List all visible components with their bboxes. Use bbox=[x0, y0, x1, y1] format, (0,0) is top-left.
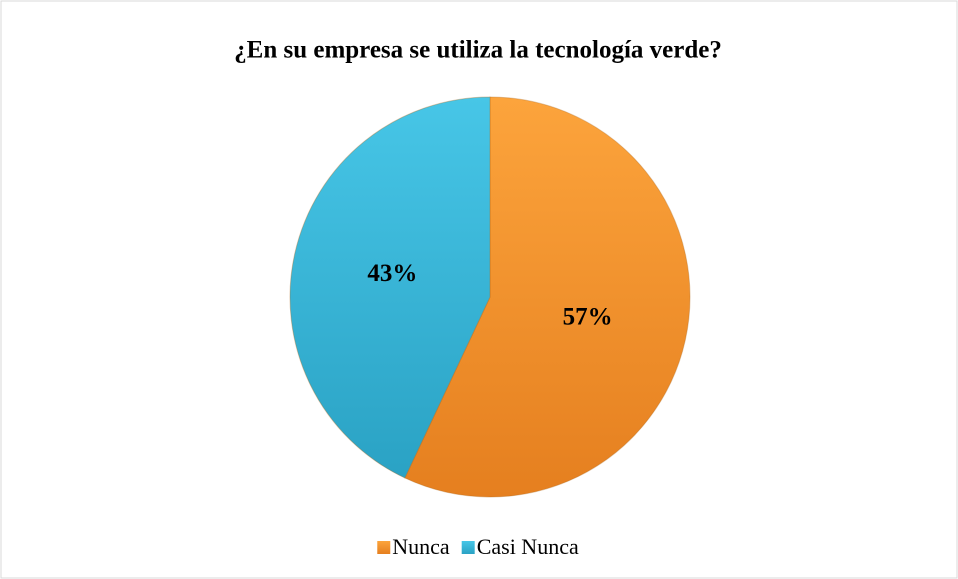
legend-swatch bbox=[461, 541, 475, 554]
pie-slice bbox=[404, 96, 691, 498]
pie-slice bbox=[289, 96, 491, 479]
legend-swatch bbox=[377, 541, 391, 554]
chart-title: ¿En su empresa se utiliza la tecnología … bbox=[234, 37, 722, 64]
data-label: 43% bbox=[367, 260, 417, 287]
data-label: 57% bbox=[563, 304, 613, 331]
legend-label: Casi Nunca bbox=[477, 534, 579, 559]
legend-label: Nunca bbox=[392, 534, 450, 559]
